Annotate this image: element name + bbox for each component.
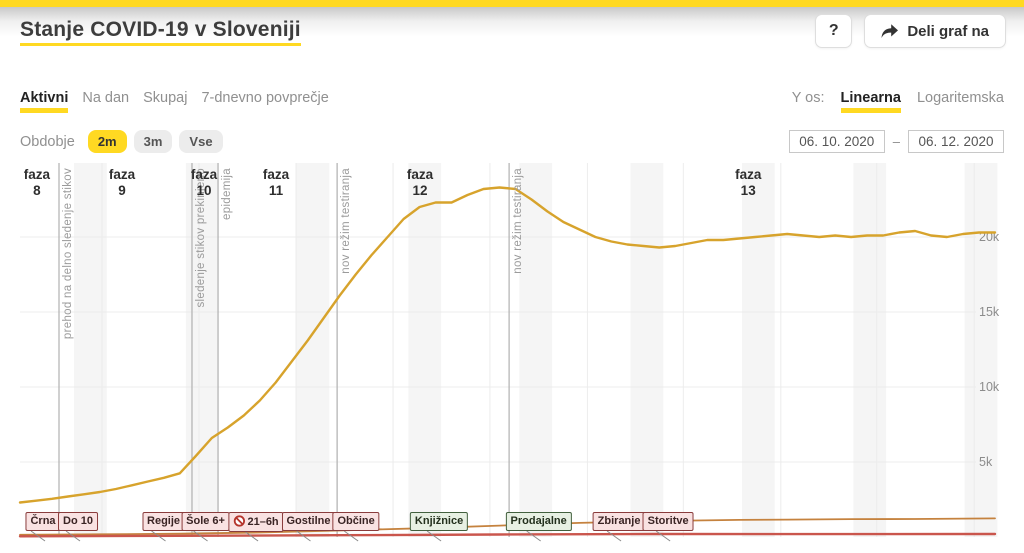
weekend-band (185, 163, 219, 537)
weekend-band (630, 163, 664, 537)
share-button-label: Deli graf na (907, 22, 989, 40)
active-cases-line (18, 186, 997, 504)
event-connector (30, 530, 46, 542)
event-flag-regije[interactable]: Regije (142, 512, 186, 531)
period-selector: Obdobje 2m 3m Vse (20, 130, 223, 153)
event-flag-do-10[interactable]: Do 10 (58, 512, 98, 531)
event-flag-label: 21–6h (247, 515, 279, 528)
top-accent-bar (0, 0, 1024, 7)
event-connector (296, 530, 311, 542)
event-flag-prodajalne[interactable]: Prodajalne (505, 512, 572, 531)
weekend-band (74, 163, 107, 537)
event-flag--ole-6-[interactable]: Šole 6+ (181, 512, 230, 531)
event-flag-label: Do 10 (63, 515, 93, 527)
metric-tabs: Aktivni Na dan Skupaj 7-dnevno povprečje (20, 90, 329, 113)
tertiary-line (18, 532, 997, 538)
period-row: Obdobje 2m 3m Vse – (0, 130, 1024, 153)
event-connector (526, 530, 541, 542)
event-connector (193, 530, 208, 542)
event-flag-label: Šole 6+ (186, 515, 225, 527)
event-flag-knji-nice[interactable]: Knjižnice (409, 512, 469, 531)
date-range-separator: – (892, 134, 900, 149)
page-title[interactable]: Stanje COVID-19 v Sloveniji (20, 18, 301, 46)
weekend-band (296, 163, 330, 537)
weekend-band (853, 163, 887, 537)
header: Stanje COVID-19 v Sloveniji ? Deli graf … (0, 7, 1024, 65)
weekend-band (519, 163, 553, 537)
help-button[interactable]: ? (815, 14, 853, 48)
event-flag-label: Črna (30, 515, 56, 527)
weekend-band (741, 163, 775, 537)
share-icon (881, 23, 899, 38)
event-flag-storitve[interactable]: Storitve (642, 512, 694, 531)
no-entry-icon (233, 515, 246, 529)
y-axis-linear[interactable]: Linearna (840, 90, 901, 113)
tab-aktivni[interactable]: Aktivni (20, 90, 69, 113)
event-flag-gostilne[interactable]: Gostilne (281, 512, 336, 531)
period-3m[interactable]: 3m (133, 130, 173, 153)
event-flag-zbiranje[interactable]: Zbiranje (592, 512, 646, 531)
event-flag--rna[interactable]: Črna (25, 512, 61, 531)
event-flag-label: Knjižnice (414, 515, 464, 527)
event-flag-ob-ine[interactable]: Občine (332, 512, 380, 531)
date-to-input[interactable] (908, 130, 1004, 153)
event-flag-label: Gostilne (286, 515, 331, 527)
chart-type-row: Aktivni Na dan Skupaj 7-dnevno povprečje… (0, 90, 1024, 113)
tab-na-dan[interactable]: Na dan (82, 90, 130, 106)
period-2m[interactable]: 2m (87, 130, 127, 153)
event-connector (343, 530, 359, 542)
event-connector (151, 530, 166, 542)
header-buttons: ? Deli graf na (815, 14, 1006, 48)
event-flag-21-6h[interactable]: 21–6h (228, 512, 284, 532)
period-label: Obdobje (20, 133, 75, 150)
event-flag-label: Občine (337, 515, 375, 527)
y-axis-tick-label: 10k (979, 380, 1000, 394)
date-range: – (788, 130, 1004, 153)
event-connector (65, 530, 81, 542)
event-flag-label: Regije (147, 515, 181, 527)
y-axis-logarithmic[interactable]: Logaritemska (916, 90, 1004, 106)
event-connector (426, 530, 442, 542)
event-flag-label: Zbiranje (597, 515, 641, 527)
tab-skupaj[interactable]: Skupaj (143, 90, 188, 106)
event-connector (655, 530, 671, 542)
event-connector (606, 530, 622, 542)
event-connector (243, 530, 259, 542)
y-axis-switch: Y os: Linearna Logaritemska (792, 90, 1004, 113)
share-button[interactable]: Deli graf na (864, 14, 1006, 48)
tab-7-dnevno-povprecje[interactable]: 7-dnevno povprečje (201, 90, 329, 106)
event-flag-label: Prodajalne (510, 515, 567, 527)
date-from-input[interactable] (788, 130, 885, 153)
y-axis-tick-label: 15k (979, 305, 1000, 319)
y-axis-tick-label: 5k (979, 455, 993, 469)
event-flag-label: Storitve (647, 515, 689, 527)
period-vse[interactable]: Vse (179, 130, 223, 153)
y-axis-switch-label: Y os: (791, 90, 825, 106)
weekend-band (408, 163, 442, 537)
weekend-band (964, 163, 998, 537)
